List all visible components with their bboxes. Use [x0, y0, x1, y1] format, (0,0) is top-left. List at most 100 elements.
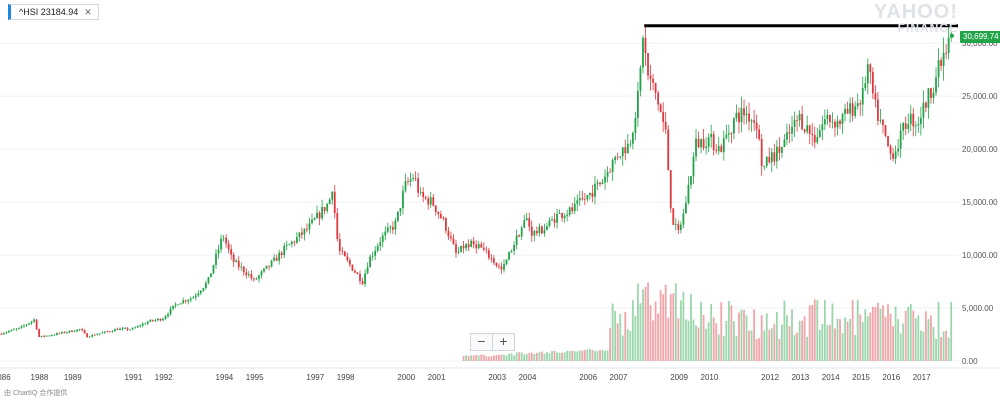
volume-bar [525, 353, 528, 361]
volume-bar [596, 351, 599, 361]
candle-body [60, 332, 63, 334]
volume-bar [727, 300, 730, 361]
candle-body [53, 334, 56, 336]
candle-body [28, 323, 30, 325]
candle-body [487, 250, 490, 259]
candlesticks [0, 25, 953, 338]
candle-body [58, 333, 61, 334]
volume-bar [743, 309, 745, 361]
volume-bar [629, 330, 632, 361]
candle-body [879, 119, 882, 121]
candle-body [376, 245, 379, 251]
volume-bar [493, 355, 495, 361]
zoom-out-button[interactable]: − [477, 333, 486, 349]
y-tick-label: 0.00 [962, 357, 978, 366]
candle-body [733, 118, 735, 134]
candle-body [755, 122, 758, 130]
candle-body [717, 146, 720, 152]
volume-bar [717, 334, 720, 361]
volume-bar [869, 312, 872, 361]
candle-body [829, 114, 831, 123]
x-tick-label: l86 [0, 373, 11, 382]
volume-bar [871, 306, 874, 361]
volume-bar [950, 301, 953, 361]
candle-body [12, 329, 15, 331]
candle-body [647, 53, 649, 76]
close-icon[interactable]: ✕ [84, 7, 92, 17]
candle-body [788, 132, 791, 134]
volume-bar [508, 353, 510, 361]
candle-body [326, 203, 329, 212]
volume-bar [705, 328, 708, 361]
candle-body [240, 266, 243, 268]
candle-body [71, 330, 73, 332]
candle-body [245, 272, 248, 276]
x-tick-label: 2014 [822, 373, 840, 382]
candle-body [740, 108, 743, 123]
volume-bar [535, 352, 538, 361]
grid-lines [0, 42, 958, 362]
volume-bar [788, 326, 791, 361]
volume-bar [841, 333, 844, 361]
volume-bar [914, 318, 917, 361]
ticker-chip[interactable]: ^HSI 23184.94 ✕ [8, 4, 99, 20]
volume-bar [813, 299, 816, 361]
candle-body [844, 108, 846, 115]
candle-body [136, 325, 139, 328]
candle-body [530, 226, 533, 236]
candle-body [439, 213, 442, 219]
chartiq-credit: 由 ChartIQ 合作提供 [4, 390, 68, 397]
candle-body [523, 220, 526, 228]
candle-body [121, 328, 124, 330]
volume-bar [571, 350, 574, 361]
volume-bar [836, 318, 839, 361]
candle-body [313, 218, 316, 220]
x-tick-label: 1994 [215, 373, 233, 382]
candle-body [743, 108, 745, 116]
candle-body [477, 244, 480, 249]
volume-bar [877, 302, 879, 361]
volume-bar [594, 351, 596, 361]
candle-body [707, 137, 710, 147]
candle-body [250, 274, 253, 279]
candle-body [854, 106, 857, 116]
candle-body [18, 327, 20, 329]
volume-bar [831, 303, 834, 361]
candle-body [230, 249, 233, 255]
candle-body [129, 329, 132, 331]
candle-body [528, 218, 531, 227]
candle-body [470, 240, 473, 248]
volume-bar [904, 310, 907, 361]
candle-body [465, 244, 468, 249]
candle-body [690, 176, 692, 185]
candle-body [535, 231, 538, 234]
candle-body [379, 242, 382, 246]
candle-body [450, 236, 452, 239]
volume-bar [781, 324, 783, 361]
volume-bar [846, 321, 849, 361]
y-axis: 0.00 5,000.00 10,000.00 15,000.00 20,000.00 2… [962, 39, 998, 366]
candle-body [796, 120, 798, 121]
candle-body [700, 139, 702, 148]
candle-body [429, 197, 432, 205]
volume-bar [912, 310, 915, 361]
candle-body [144, 323, 147, 325]
candle-body [419, 191, 422, 193]
candle-body [722, 138, 725, 152]
candle-body [323, 207, 326, 212]
candle-body [649, 75, 652, 79]
candle-body [533, 231, 536, 236]
x-tick-label: 1988 [31, 373, 49, 382]
volume-bar [826, 325, 829, 361]
candle-body [336, 213, 339, 240]
volume-bar [745, 315, 748, 361]
candle-body [341, 250, 344, 252]
candle-body [682, 213, 685, 225]
candle-body [460, 245, 462, 253]
zoom-in-button[interactable]: + [492, 334, 514, 350]
candle-body [177, 304, 180, 306]
candle-body [103, 331, 106, 333]
volume-bar [783, 300, 786, 361]
last-price-marker [949, 33, 954, 38]
